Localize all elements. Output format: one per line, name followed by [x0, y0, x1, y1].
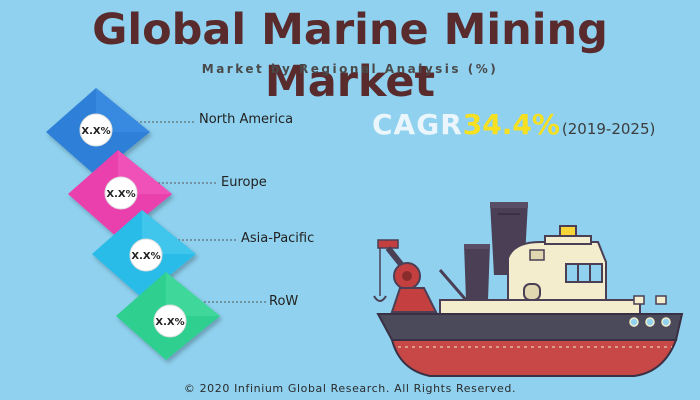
copyright-footer: © 2020 Infinium Global Research. All Rig…: [0, 382, 700, 395]
bollard-icon: [656, 296, 666, 304]
bollard-icon: [634, 296, 644, 304]
ship-deck-icon: [440, 300, 640, 314]
ship-hull-icon: [378, 314, 682, 376]
